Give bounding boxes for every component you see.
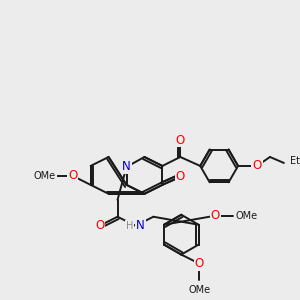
Text: O: O [252,159,262,172]
Text: OMe: OMe [188,286,210,296]
Text: H: H [126,221,133,231]
Text: N: N [136,219,145,232]
Text: O: O [176,134,185,146]
Text: OMe: OMe [236,211,258,221]
Text: O: O [95,219,104,232]
Text: O: O [195,257,204,270]
Text: O: O [211,209,220,222]
Text: O: O [176,170,185,183]
Text: N: N [122,160,131,173]
Text: OMe: OMe [34,171,56,181]
Text: O: O [68,169,77,182]
Text: Et: Et [290,156,300,166]
